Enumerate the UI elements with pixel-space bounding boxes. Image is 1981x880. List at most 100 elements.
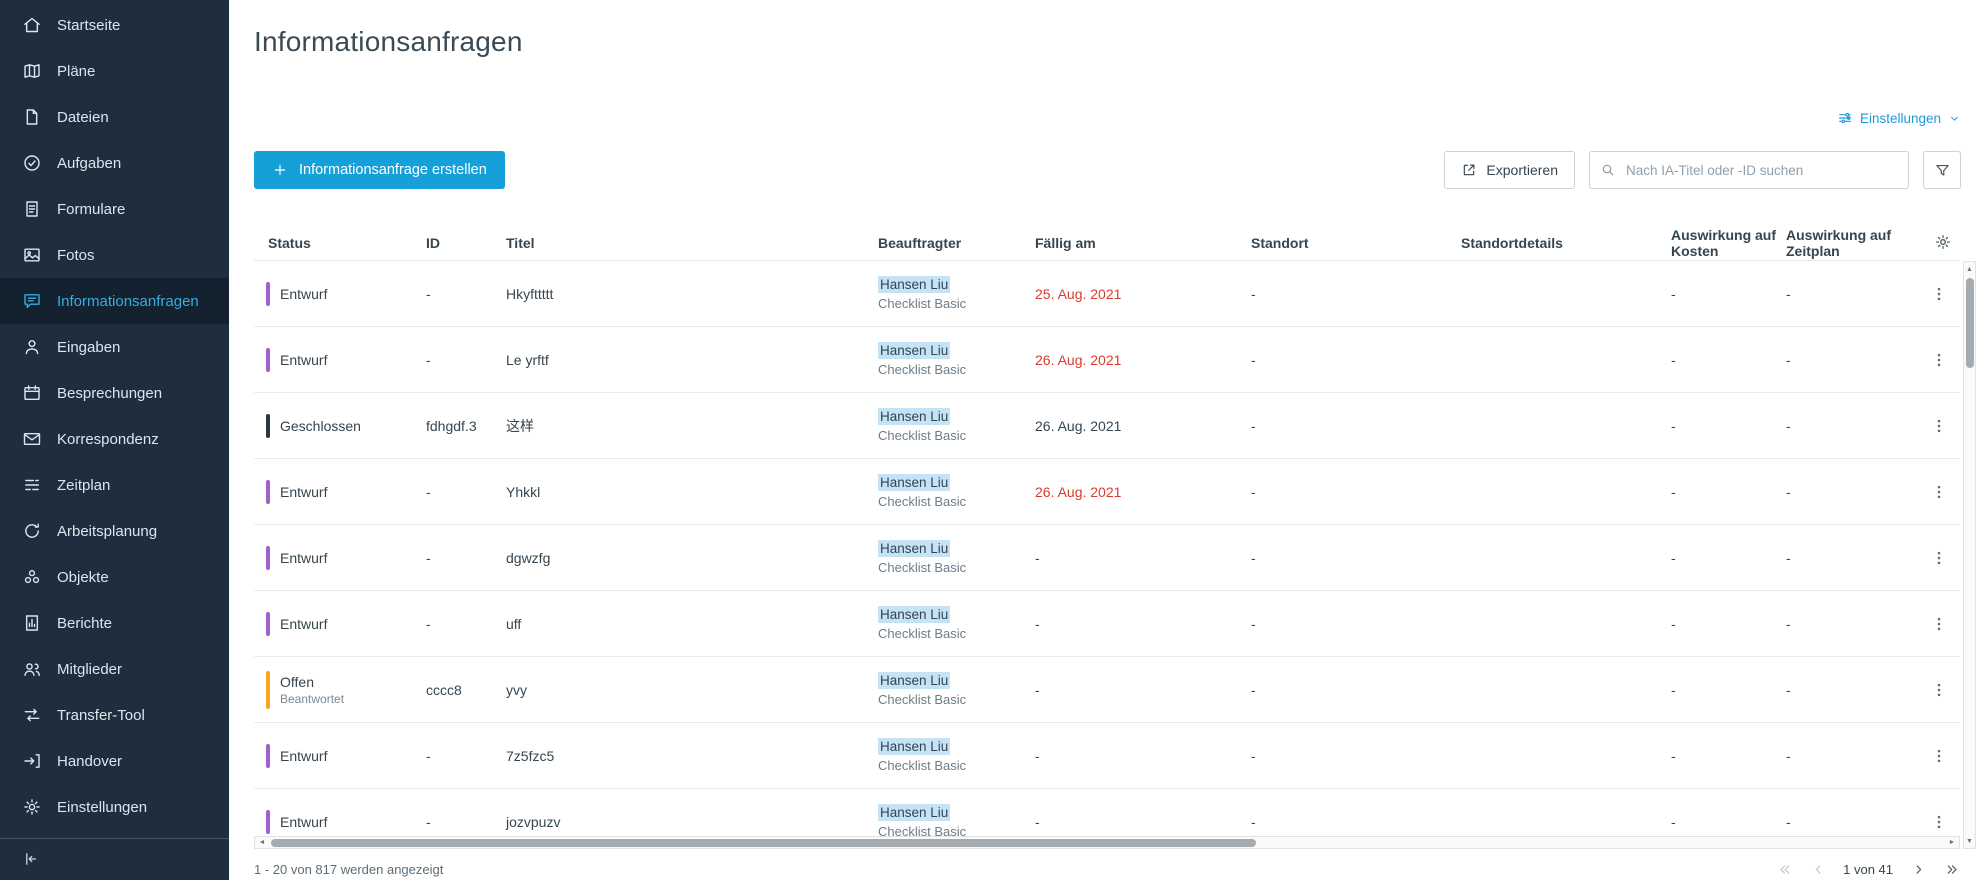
status-label: Entwurf [280, 747, 328, 764]
row-menu-button[interactable] [1926, 809, 1952, 835]
view-settings-button[interactable]: Einstellungen [1837, 110, 1961, 126]
row-menu-button[interactable] [1926, 677, 1952, 703]
actions-cell [1916, 479, 1960, 505]
status-cell: Entwurf [254, 809, 426, 834]
sidebar-item-informationsanfragen[interactable]: Informationsanfragen [0, 278, 229, 324]
scroll-down-button[interactable]: ▼ [1966, 837, 1973, 845]
v-scroll-thumb[interactable] [1965, 278, 1974, 368]
first-page-button[interactable] [1775, 860, 1793, 878]
column-header-id[interactable]: ID [426, 234, 440, 251]
table-row[interactable]: Entwurf - Le yrftf Hansen Liu Checklist … [254, 327, 1960, 393]
title-cell: 这样 [506, 417, 534, 434]
export-button[interactable]: Exportieren [1444, 151, 1575, 189]
sidebar-item-pl-ne[interactable]: Pläne [0, 48, 229, 94]
id-cell: cccc8 [426, 681, 462, 698]
id-cell: - [426, 483, 431, 500]
due-date-text: 26. Aug. 2021 [1035, 417, 1122, 434]
prev-page-button[interactable] [1809, 860, 1827, 878]
status-color-bar [266, 611, 270, 636]
pagination: 1 von 41 [1775, 860, 1961, 878]
sidebar-item-arbeitsplanung[interactable]: Arbeitsplanung [0, 508, 229, 554]
submissions-icon [22, 337, 42, 357]
actions-cell [1916, 413, 1960, 439]
status-cell: Entwurf [254, 611, 426, 636]
h-scroll-thumb[interactable] [271, 838, 1256, 847]
create-information-request-button[interactable]: Informationsanfrage erstellen [254, 151, 505, 189]
row-menu-button[interactable] [1926, 347, 1952, 373]
row-menu-button[interactable] [1926, 743, 1952, 769]
row-menu-button[interactable] [1926, 611, 1952, 637]
sidebar-item-berichte[interactable]: Berichte [0, 600, 229, 646]
due-date-text: 26. Aug. 2021 [1035, 483, 1122, 500]
table-row[interactable]: Entwurf - jozvpuzv Hansen Liu Checklist … [254, 789, 1960, 836]
sidebar: Startseite Pläne Dateien Aufgaben Formul… [0, 0, 229, 880]
kebab-icon [1930, 813, 1948, 831]
sidebar-item-fotos[interactable]: Fotos [0, 232, 229, 278]
sidebar-item-startseite[interactable]: Startseite [0, 2, 229, 48]
sidebar-item-mitglieder[interactable]: Mitglieder [0, 646, 229, 692]
next-page-button[interactable] [1909, 860, 1927, 878]
due-date-cell: - [1035, 616, 1251, 632]
row-menu-button[interactable] [1926, 413, 1952, 439]
column-header-status[interactable]: Status [268, 234, 311, 251]
sidebar-item-objekte[interactable]: Objekte [0, 554, 229, 600]
status-cell: Entwurf [254, 743, 426, 768]
kebab-icon [1930, 681, 1948, 699]
table-row[interactable]: Offen Beantwortet cccc8 yvy Hansen Liu C… [254, 657, 1960, 723]
sidebar-item-eingaben[interactable]: Eingaben [0, 324, 229, 370]
table-row[interactable]: Entwurf - dgwzfg Hansen Liu Checklist Ba… [254, 525, 1960, 591]
sidebar-item-dateien[interactable]: Dateien [0, 94, 229, 140]
h-scroll-track[interactable] [269, 837, 1945, 848]
table-row[interactable]: Entwurf - 7z5fzc5 Hansen Liu Checklist B… [254, 723, 1960, 789]
status-color-bar [266, 281, 270, 306]
table-row[interactable]: Geschlossen fdhgdf.3 这样 Hansen Liu Check… [254, 393, 1960, 459]
sidebar-item-einstellungen[interactable]: Einstellungen [0, 784, 229, 830]
sidebar-item-formulare[interactable]: Formulare [0, 186, 229, 232]
column-header-zeitplan[interactable]: Auswirkung auf Zeitplan [1786, 226, 1892, 259]
row-menu-button[interactable] [1926, 545, 1952, 571]
table-row[interactable]: Entwurf - Yhkkl Hansen Liu Checklist Bas… [254, 459, 1960, 525]
transfer-icon [22, 705, 42, 725]
table-row[interactable]: Entwurf - Hkyfttttt Hansen Liu Checklist… [254, 261, 1960, 327]
column-header-titel[interactable]: Titel [506, 234, 535, 251]
prev-page-icon [1810, 861, 1827, 878]
kebab-icon [1930, 351, 1948, 369]
sidebar-item-korrespondenz[interactable]: Korrespondenz [0, 416, 229, 462]
v-scroll-track[interactable] [1964, 276, 1975, 834]
scroll-left-button[interactable]: ◄ [258, 839, 266, 846]
schedule-impact-cell: - [1786, 615, 1791, 632]
filter-button[interactable] [1923, 151, 1961, 189]
column-header-standortdetails[interactable]: Standortdetails [1461, 234, 1563, 251]
scroll-up-button[interactable]: ▲ [1966, 265, 1973, 273]
sidebar-item-zeitplan[interactable]: Zeitplan [0, 462, 229, 508]
column-header-standort[interactable]: Standort [1251, 234, 1309, 251]
column-header-beauftragter[interactable]: Beauftragter [878, 234, 962, 251]
row-menu-button[interactable] [1926, 479, 1952, 505]
sidebar-item-handover[interactable]: Handover [0, 738, 229, 784]
result-count-text: 1 - 20 von 817 werden angezeigt [254, 861, 444, 877]
sidebar-item-aufgaben[interactable]: Aufgaben [0, 140, 229, 186]
location-cell: - [1251, 549, 1256, 566]
location-cell: - [1251, 747, 1256, 764]
table-body: Entwurf - Hkyfttttt Hansen Liu Checklist… [254, 261, 1960, 836]
schedule-impact-cell: - [1786, 351, 1791, 368]
due-date-text: - [1035, 813, 1040, 830]
column-settings-button[interactable] [1934, 233, 1954, 253]
column-header-faellig[interactable]: Fällig am [1035, 234, 1096, 251]
export-icon [1461, 162, 1477, 178]
column-header-kosten[interactable]: Auswirkung auf Kosten [1671, 226, 1777, 259]
sliders-icon [1837, 110, 1853, 126]
due-date-cell: - [1035, 550, 1251, 566]
id-cell: - [426, 285, 431, 302]
scroll-right-button[interactable]: ► [1948, 839, 1956, 846]
actions-cell [1916, 677, 1960, 703]
row-menu-button[interactable] [1926, 281, 1952, 307]
sidebar-item-transfer-tool[interactable]: Transfer-Tool [0, 692, 229, 738]
search-input[interactable] [1624, 161, 1898, 179]
assignee-cell: Hansen Liu Checklist Basic [878, 540, 1035, 575]
sidebar-item-besprechungen[interactable]: Besprechungen [0, 370, 229, 416]
last-page-button[interactable] [1943, 860, 1961, 878]
sidebar-collapse-button[interactable] [22, 850, 42, 870]
table-row[interactable]: Entwurf - uff Hansen Liu Checklist Basic… [254, 591, 1960, 657]
